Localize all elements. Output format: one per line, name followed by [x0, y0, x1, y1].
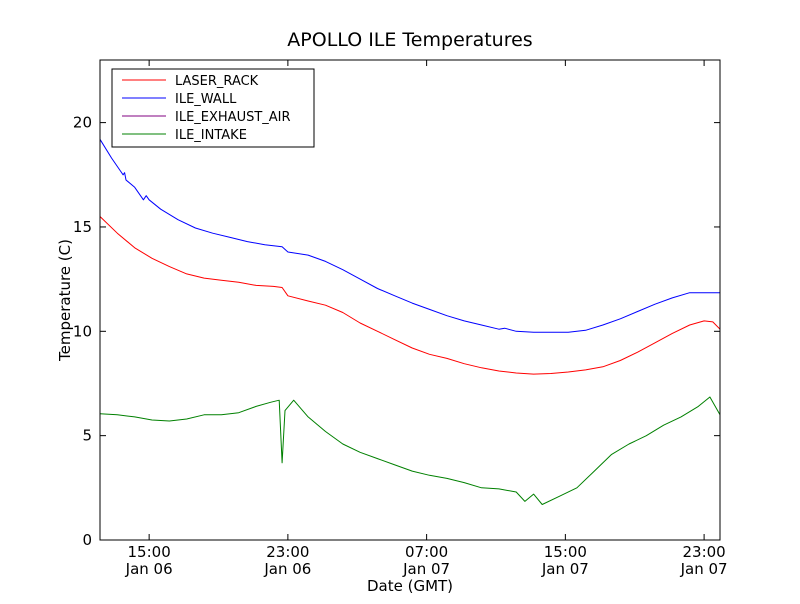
legend-label: ILE_WALL — [175, 92, 237, 107]
x-tick-label-time: 07:00 — [405, 543, 448, 561]
legend-label: LASER_RACK — [175, 74, 259, 89]
x-tick-label-time: 23:00 — [682, 543, 725, 561]
x-tick-label-date: Jan 07 — [680, 560, 728, 578]
y-axis-label: Temperature (C) — [56, 239, 74, 362]
x-tick-label-date: Jan 07 — [541, 560, 589, 578]
legend: LASER_RACK ILE_WALL ILE_EXHAUST_AIR ILE_INT… — [112, 69, 314, 147]
x-tick-label-time: 15:00 — [128, 543, 171, 561]
y-tick-label: 5 — [82, 427, 92, 445]
y-axis-ticks: 0 5 10 15 20 — [73, 114, 720, 549]
series-line-ile-intake — [100, 397, 720, 505]
y-tick-label: 0 — [82, 531, 92, 549]
x-axis-label: Date (GMT) — [367, 577, 453, 595]
y-tick-label: 15 — [73, 218, 92, 236]
y-tick-label: 20 — [73, 114, 92, 132]
x-tick-label-date: Jan 06 — [125, 560, 173, 578]
legend-label: ILE_INTAKE — [175, 128, 247, 143]
x-tick-label-date: Jan 07 — [402, 560, 450, 578]
plot-series — [100, 139, 720, 504]
chart-title: APOLLO ILE Temperatures — [287, 29, 532, 51]
y-tick-label: 10 — [73, 322, 92, 340]
x-tick-label-time: 23:00 — [266, 543, 309, 561]
legend-label: ILE_EXHAUST_AIR — [175, 110, 291, 125]
series-line-laser-rack — [100, 217, 720, 375]
x-tick-label-date: Jan 06 — [263, 560, 311, 578]
x-tick-label-time: 15:00 — [544, 543, 587, 561]
series-line-ile-wall — [100, 139, 720, 332]
